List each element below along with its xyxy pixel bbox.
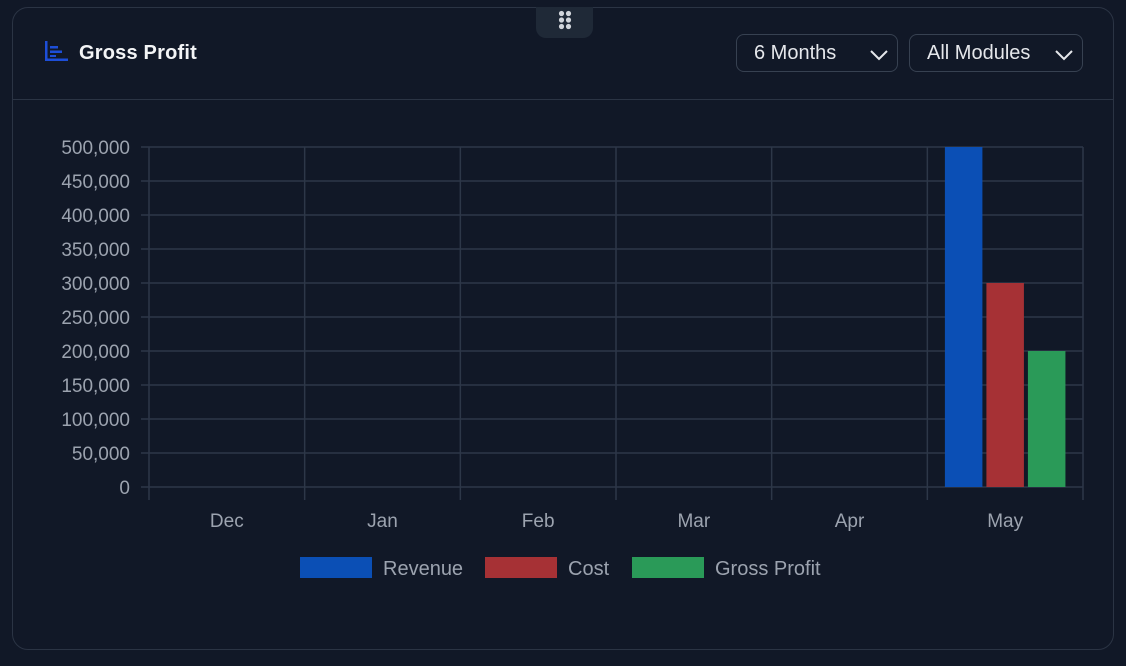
y-tick-label: 500,000 <box>61 138 130 159</box>
y-tick-label: 50,000 <box>72 444 130 465</box>
drag-handle-icon <box>558 10 572 35</box>
y-tick-label: 450,000 <box>61 172 130 193</box>
y-tick-label: 250,000 <box>61 308 130 329</box>
gross-profit-card: Gross Profit 6 Months All Modules <box>12 7 1114 650</box>
y-tick-label: 0 <box>119 478 130 499</box>
bar-gross-profit-may <box>1027 351 1066 487</box>
bar-chart-icon <box>45 41 68 66</box>
bar-chart: 0 50,000 100,000 150,000 200,000 250,000 300,0… <box>61 138 1084 580</box>
legend-label-revenue: Revenue <box>383 558 463 580</box>
module-select[interactable]: All Modules <box>909 34 1083 72</box>
legend-swatch-gross-profit <box>632 557 704 578</box>
y-tick-label: 150,000 <box>61 376 130 397</box>
period-select[interactable]: 6 Months <box>736 34 898 72</box>
card-header: Gross Profit 6 Months All Modules <box>13 8 1113 100</box>
card-title: Gross Profit <box>79 42 197 64</box>
chevron-down-icon <box>1055 45 1073 68</box>
legend-swatch-cost <box>485 557 557 578</box>
title-group: Gross Profit <box>45 41 197 66</box>
x-tick-label: Apr <box>835 511 865 532</box>
y-tick-label: 200,000 <box>61 342 130 363</box>
period-select-value: 6 Months <box>754 41 837 64</box>
y-tick-label: 300,000 <box>61 274 130 295</box>
x-tick-label: Mar <box>677 511 710 532</box>
legend-swatch-revenue <box>300 557 372 578</box>
module-select-value: All Modules <box>927 41 1031 64</box>
x-tick-label: May <box>987 511 1023 532</box>
y-tick-label: 400,000 <box>61 206 130 227</box>
bar-revenue-may <box>944 147 983 487</box>
legend-label-cost: Cost <box>568 558 610 580</box>
x-tick-label: Jan <box>367 511 398 532</box>
y-tick-label: 100,000 <box>61 410 130 431</box>
legend-label-gross-profit: Gross Profit <box>715 558 821 580</box>
drag-handle[interactable] <box>536 7 593 38</box>
x-tick-label: Dec <box>210 511 244 532</box>
x-tick-label: Feb <box>522 511 555 532</box>
bar-cost-may <box>986 283 1024 487</box>
chevron-down-icon <box>870 45 888 68</box>
y-tick-label: 350,000 <box>61 240 130 261</box>
